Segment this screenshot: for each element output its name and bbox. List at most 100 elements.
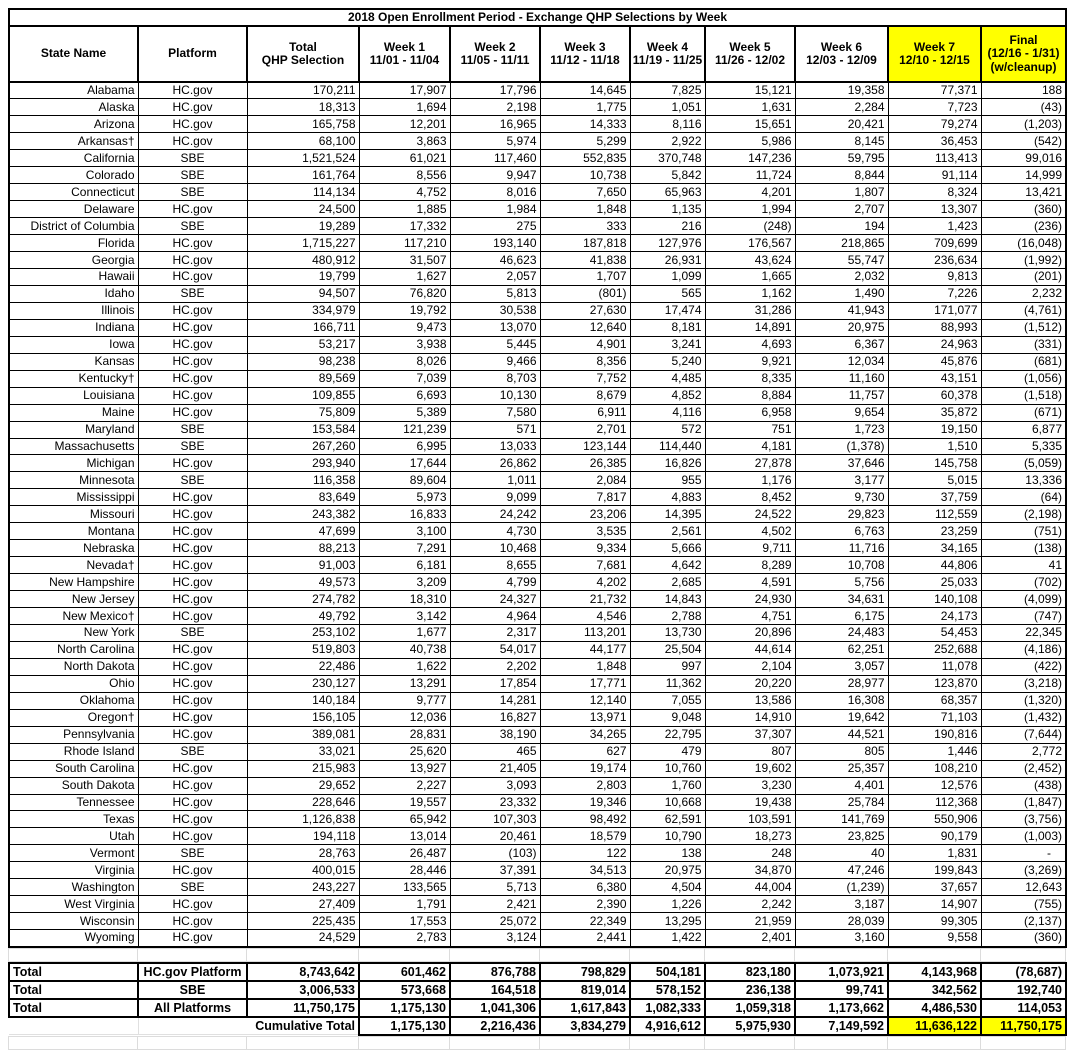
column-header-line: Week 7 (913, 39, 956, 54)
value-cell: 44,521 (794, 725, 889, 744)
value-cell: 113,201 (539, 624, 631, 642)
platform-cell: HC.gov (137, 81, 248, 100)
value-cell: 14,891 (704, 318, 796, 337)
value-cell: (201) (980, 267, 1067, 286)
value-cell: 13,586 (704, 691, 796, 710)
value-cell: 13,971 (539, 708, 631, 727)
value-cell: 109,855 (246, 386, 360, 405)
value-cell: 140,108 (887, 590, 982, 609)
table-row: Wyoming HC.gov 24,529 2,783 3,124 2,441 1,422 2… (8, 929, 1067, 948)
value-cell: 3,142 (358, 607, 451, 625)
platform-cell: HC.gov (137, 759, 248, 778)
value-cell: 79,274 (887, 115, 982, 134)
value-cell: (751) (980, 522, 1067, 541)
value-cell: 45,876 (887, 352, 982, 371)
value-cell: 15,651 (704, 115, 796, 134)
value-cell: 1,135 (629, 200, 706, 219)
value-cell: 2,198 (449, 98, 541, 117)
platform-cell: HC.gov Platform (137, 961, 248, 982)
value-cell: 14,645 (539, 81, 631, 100)
value-cell: (438) (980, 776, 1067, 795)
platform-cell: HC.gov (137, 776, 248, 795)
value-cell: 19,438 (704, 793, 796, 812)
value-cell: 9,334 (539, 539, 631, 558)
column-header-line: Week 3 (564, 39, 606, 54)
value-cell: 30,538 (449, 301, 541, 320)
value-cell: 4,642 (629, 556, 706, 575)
column-header: State Name (8, 25, 139, 83)
state-name-cell: Utah (8, 827, 139, 846)
state-name-cell: Minnesota (8, 471, 139, 490)
column-header: Week 5 11/26 - 12/02 (704, 25, 796, 83)
value-cell: 1,126,838 (246, 810, 360, 829)
value-cell: 7,039 (358, 369, 451, 388)
value-cell: 2,685 (629, 573, 706, 592)
value-cell: 7,226 (887, 284, 982, 303)
table-row: Maine HC.gov 75,809 5,389 7,580 6,911 4,116 6,9… (8, 403, 1067, 422)
value-cell: 8,335 (704, 369, 796, 388)
state-name-cell: Wyoming (8, 929, 139, 948)
state-name-cell: Iowa (8, 335, 139, 354)
value-cell: 11,362 (629, 674, 706, 693)
value-cell: 9,466 (449, 352, 541, 371)
table-row: Vermont SBE 28,763 26,487 (103) 122 138 248 40 1,… (8, 844, 1067, 863)
platform-cell: SBE (137, 437, 248, 456)
value-cell: 47,246 (794, 861, 889, 880)
value-cell: 3,093 (449, 776, 541, 795)
value-cell: 216 (629, 217, 706, 236)
value-cell: 25,357 (794, 759, 889, 778)
value-cell: 5,974 (449, 132, 541, 151)
value-cell: 161,764 (246, 166, 360, 185)
value-cell: 171,077 (887, 301, 982, 320)
value-cell: 3,006,533 (246, 979, 360, 1000)
grid-cell (887, 1035, 981, 1050)
value-cell: 55,747 (794, 251, 889, 269)
platform-cell: HC.gov (137, 895, 248, 914)
value-cell: 37,759 (887, 488, 982, 507)
value-cell: 5,445 (449, 335, 541, 354)
value-cell: (1,203) (980, 115, 1067, 134)
value-cell: 2,284 (794, 98, 889, 117)
platform-cell: HC.gov (137, 590, 248, 609)
value-cell: - (980, 844, 1067, 863)
value-cell: 293,940 (246, 454, 360, 473)
platform-cell: SBE (137, 742, 248, 761)
value-cell: 19,642 (794, 708, 889, 727)
state-name-cell: Delaware (8, 200, 139, 219)
platform-cell: HC.gov (137, 539, 248, 558)
state-name-cell: New York (8, 624, 139, 642)
platform-cell: HC.gov (137, 708, 248, 727)
value-cell: (64) (980, 488, 1067, 507)
state-name-cell: Connecticut (8, 183, 139, 202)
value-cell: 107,303 (449, 810, 541, 829)
table-row: Utah HC.gov 194,118 13,014 20,461 18,579 10,79… (8, 827, 1067, 846)
value-cell: 572 (629, 420, 706, 439)
state-name-cell: Missouri (8, 505, 139, 524)
platform-cell: HC.gov (137, 352, 248, 371)
value-cell: (1,847) (980, 793, 1067, 812)
value-cell: 519,803 (246, 640, 360, 659)
value-cell: 89,604 (358, 471, 451, 490)
value-cell: 3,177 (794, 471, 889, 490)
value-cell: 8,844 (794, 166, 889, 185)
state-name-cell: Illinois (8, 301, 139, 320)
platform-cell: SBE (137, 149, 248, 168)
value-cell: 400,015 (246, 861, 360, 880)
value-cell: 68,100 (246, 132, 360, 151)
value-cell: (1,378) (794, 437, 889, 456)
value-cell: 123,144 (539, 437, 631, 456)
table-row: Arizona HC.gov 165,758 12,201 16,965 14,333 8,… (8, 115, 1067, 134)
platform-cell: HC.gov (137, 234, 248, 253)
platform-cell: HC.gov (137, 488, 248, 507)
value-cell: 14,907 (887, 895, 982, 914)
platform-cell: HC.gov (137, 793, 248, 812)
value-cell: (1,432) (980, 708, 1067, 727)
value-cell: 114,134 (246, 183, 360, 202)
value-cell: 193,140 (449, 234, 541, 253)
value-cell: 997 (629, 657, 706, 676)
value-cell: 4,181 (704, 437, 796, 456)
value-cell: (4,099) (980, 590, 1067, 609)
value-cell: (360) (980, 200, 1067, 219)
value-cell: 24,500 (246, 200, 360, 219)
value-cell: 4,591 (704, 573, 796, 592)
